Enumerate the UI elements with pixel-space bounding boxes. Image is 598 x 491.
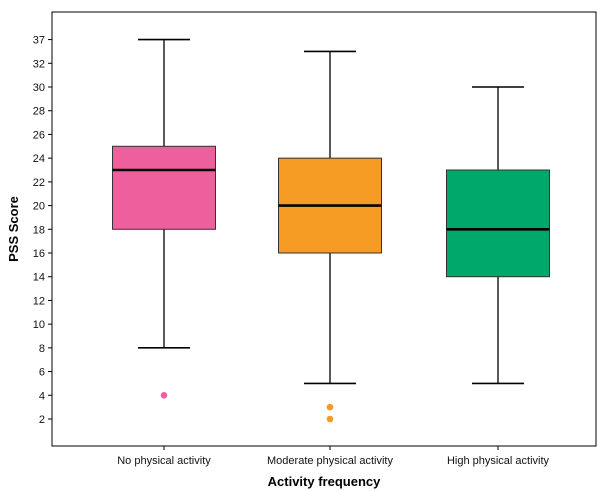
boxes-layer xyxy=(112,38,550,423)
box xyxy=(446,169,550,278)
y-tick-label: 37 xyxy=(33,35,45,47)
outlier-point xyxy=(326,403,334,411)
x-axis: No physical activity Moderate physical ac… xyxy=(117,446,550,467)
y-tick-label: 24 xyxy=(33,153,45,165)
y-tick-label: 6 xyxy=(39,367,45,379)
y-tick-label: 2 xyxy=(39,414,45,426)
y-tick-label: 16 xyxy=(33,248,45,260)
y-tick-label: 4 xyxy=(39,390,45,402)
x-axis-title: Activity frequency xyxy=(268,474,381,489)
y-tick-label: 12 xyxy=(33,295,45,307)
y-tick-label: 14 xyxy=(33,272,45,284)
y-tick-label: 32 xyxy=(33,58,45,70)
y-tick-label: 30 xyxy=(33,82,45,94)
y-tick-label: 28 xyxy=(33,106,45,118)
outlier-point xyxy=(160,391,168,399)
box xyxy=(112,145,216,230)
y-axis-title: PSS Score xyxy=(6,196,21,262)
x-tick-label: No physical activity xyxy=(117,455,211,467)
y-tick-label: 26 xyxy=(33,129,45,141)
x-tick-label: High physical activity xyxy=(447,455,550,467)
y-tick-label: 8 xyxy=(39,343,45,355)
y-tick-label: 10 xyxy=(33,319,45,331)
y-tick-label: 20 xyxy=(33,201,45,213)
y-tick-label: 22 xyxy=(33,177,45,189)
outlier-point xyxy=(326,415,334,423)
y-tick-label: 18 xyxy=(33,224,45,236)
x-tick-label: Moderate physical activity xyxy=(267,455,393,467)
